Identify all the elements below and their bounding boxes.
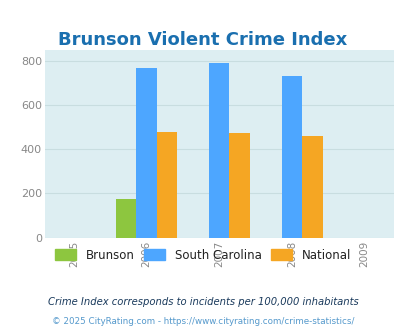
Text: © 2025 CityRating.com - https://www.cityrating.com/crime-statistics/: © 2025 CityRating.com - https://www.city… <box>51 317 354 326</box>
Legend: Brunson, South Carolina, National: Brunson, South Carolina, National <box>50 244 355 266</box>
Bar <box>209 63 229 238</box>
Text: Crime Index corresponds to incidents per 100,000 inhabitants: Crime Index corresponds to incidents per… <box>47 297 358 307</box>
Bar <box>281 76 301 238</box>
Bar <box>156 132 177 238</box>
Text: Brunson Violent Crime Index: Brunson Violent Crime Index <box>58 31 347 49</box>
Bar <box>229 133 249 238</box>
Bar <box>136 68 156 238</box>
Bar <box>301 136 322 238</box>
Bar <box>116 199 136 238</box>
